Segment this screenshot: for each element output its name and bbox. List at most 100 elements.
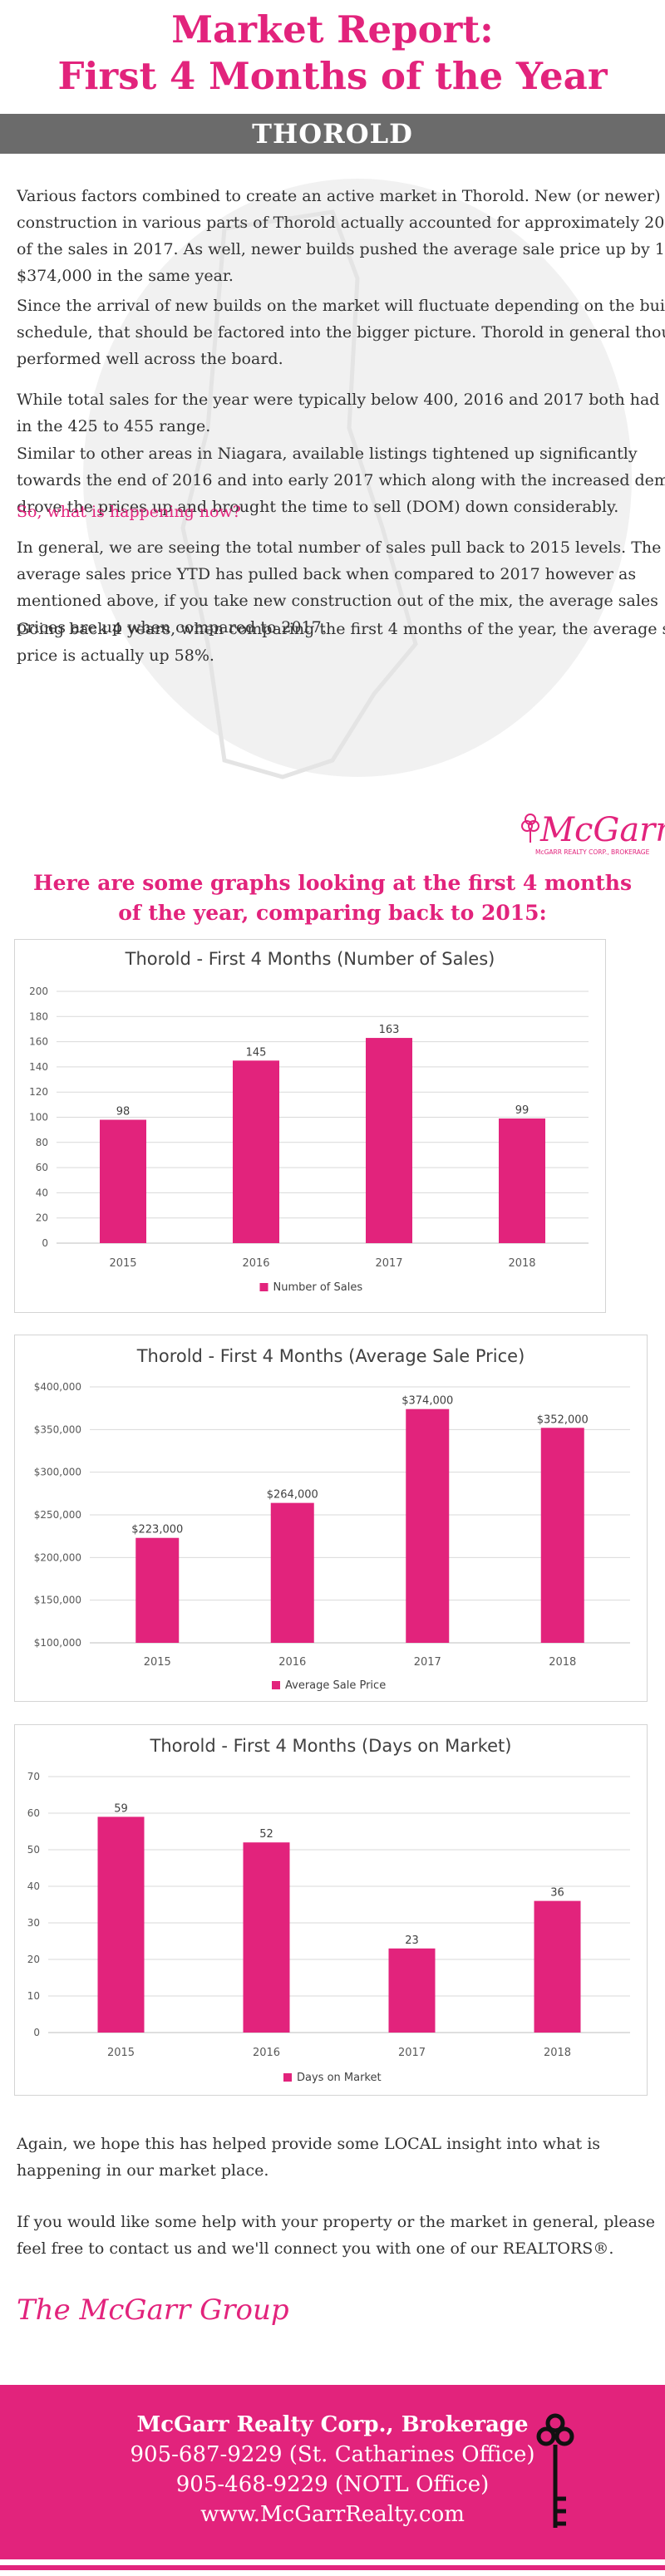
data-label: $374,000: [401, 1395, 453, 1408]
data-label: 99: [515, 1104, 530, 1117]
y-tick-label: 20: [36, 1212, 48, 1224]
article-line: drove the prices up and brought the time…: [17, 498, 619, 516]
y-tick-label: $300,000: [34, 1467, 81, 1478]
x-tick-label: 2018: [544, 2047, 571, 2059]
article-line: average sales price YTD has pulled back …: [17, 565, 637, 583]
data-label: $264,000: [267, 1489, 318, 1502]
graphs-heading-line-2: of the year, comparing back to 2015:: [118, 901, 547, 925]
bar: [100, 1119, 146, 1243]
mcgarr-logo: McGarr McGARR REALTY CORP., BROKERAGE: [521, 811, 665, 856]
article-line: in the 425 to 455 range.: [17, 417, 211, 435]
bar: [233, 1060, 279, 1243]
data-label: $223,000: [131, 1524, 183, 1536]
x-tick-label: 2018: [549, 1656, 576, 1669]
y-tick-label: 50: [27, 1844, 40, 1856]
article-line: While total sales for the year were typi…: [17, 391, 665, 409]
legend-swatch: [272, 1681, 280, 1689]
bar: [135, 1537, 180, 1643]
article-line: Similar to other areas in Niagara, avail…: [17, 445, 638, 463]
y-tick-label: 10: [27, 1990, 40, 2002]
signature: The McGarr Group: [17, 2293, 289, 2327]
legend-label: Number of Sales: [273, 1281, 363, 1294]
article-line: Going back 4 years, when comparing the f…: [17, 620, 665, 638]
bar: [366, 1038, 412, 1243]
article-line: construction in various parts of Thorold…: [17, 214, 665, 232]
y-tick-label: 80: [36, 1137, 48, 1148]
city-banner: THOROLD: [0, 114, 665, 154]
closing-p1-line2: happening in our market place.: [17, 2161, 269, 2180]
y-tick-label: 140: [29, 1061, 48, 1073]
logo-subtext: McGARR REALTY CORP., BROKERAGE: [535, 848, 650, 856]
city-name: THOROLD: [252, 118, 413, 150]
x-tick-label: 2016: [253, 2047, 280, 2059]
closing-p1-line1: Again, we hope this has helped provide s…: [17, 2135, 601, 2153]
y-tick-label: 60: [36, 1162, 48, 1173]
y-tick-label: 0: [33, 2027, 40, 2038]
bar: [97, 1816, 145, 2033]
graphs-heading-line-1: Here are some graphs looking at the firs…: [32, 871, 633, 895]
legend-label: Average Sale Price: [285, 1679, 386, 1692]
title-line-2: First 4 Months of the Year: [57, 54, 608, 98]
legend-label: Days on Market: [297, 2072, 382, 2084]
chart-svg: Thorold - First 4 Months (Number of Sale…: [29, 949, 589, 1294]
graphs-heading: Here are some graphs looking at the firs…: [0, 868, 665, 928]
data-label: 163: [379, 1024, 400, 1036]
logo-wordmark: McGarr: [539, 811, 665, 849]
x-tick-label: 2015: [107, 2047, 135, 2059]
x-tick-label: 2018: [508, 1257, 535, 1270]
mcgarr-logo-emblem: [521, 814, 539, 843]
y-tick-label: $200,000: [34, 1551, 81, 1563]
y-tick-label: 20: [27, 1954, 40, 1965]
bar: [499, 1118, 545, 1243]
bar: [540, 1428, 584, 1643]
y-tick-label: 0: [42, 1237, 48, 1249]
chart-number-of-sales: Thorold - First 4 Months (Number of Sale…: [14, 939, 606, 1313]
article-line: $374,000 in the same year.: [17, 267, 234, 285]
y-tick-label: $400,000: [34, 1381, 81, 1393]
article-line: prices are up when compared to 2017.: [17, 618, 327, 637]
legend-swatch: [283, 2073, 292, 2082]
footer: McGarr Realty Corp., Brokerage 905-687-9…: [0, 2385, 665, 2559]
data-label: 23: [405, 1934, 419, 1947]
bar: [534, 1900, 581, 2033]
data-label: 59: [114, 1802, 128, 1815]
bar: [406, 1408, 450, 1643]
bar: [388, 1948, 436, 2033]
footer-website-link[interactable]: www.McGarrRealty.com: [200, 2502, 465, 2527]
y-tick-label: $150,000: [34, 1595, 81, 1606]
x-tick-label: 2015: [144, 1656, 171, 1669]
y-tick-label: 60: [27, 1807, 40, 1819]
article-line: Various factors combined to create an ac…: [17, 187, 661, 205]
data-label: 36: [550, 1887, 564, 1900]
x-tick-label: 2017: [398, 2047, 426, 2059]
data-label: 52: [259, 1828, 273, 1841]
legend-swatch: [259, 1283, 268, 1291]
footer-phone-st-catharines[interactable]: 905-687-9229 (St. Catharines Office): [130, 2442, 535, 2467]
report-title: Market Report: First 4 Months of the Yea…: [0, 7, 665, 100]
x-tick-label: 2017: [375, 1257, 402, 1270]
x-tick-label: 2016: [242, 1257, 269, 1270]
y-tick-label: $100,000: [34, 1637, 81, 1649]
x-tick-label: 2016: [278, 1656, 306, 1669]
article-line: towards the end of 2016 and into early 2…: [17, 471, 665, 489]
y-tick-label: 40: [27, 1880, 40, 1892]
article-line: In general, we are seeing the total numb…: [17, 538, 662, 557]
chart-title: Thorold - First 4 Months (Average Sale P…: [136, 1346, 525, 1366]
closing-p2-line2: feel free to contact us and we'll connec…: [17, 2239, 614, 2258]
x-tick-label: 2017: [414, 1656, 441, 1669]
article-line: So, what is happening now?: [17, 503, 241, 521]
data-label: 98: [116, 1106, 131, 1118]
x-tick-label: 2015: [109, 1257, 136, 1270]
article-line: of the sales in 2017. As well, newer bui…: [17, 240, 665, 258]
title-line-1: Market Report:: [171, 7, 494, 52]
bottom-stripe: [0, 2565, 665, 2570]
chart-title: Thorold - First 4 Months (Days on Market…: [150, 1736, 512, 1756]
y-tick-label: 70: [27, 1771, 40, 1782]
data-label: $352,000: [537, 1413, 589, 1426]
y-tick-label: 200: [29, 986, 48, 997]
chart-svg: Thorold - First 4 Months (Average Sale P…: [34, 1346, 630, 1692]
key-icon: [536, 2413, 574, 2528]
article-line: mentioned above, if you take new constru…: [17, 592, 658, 610]
y-tick-label: $350,000: [34, 1423, 81, 1435]
footer-phone-notl[interactable]: 905-468-9229 (NOTL Office): [175, 2472, 490, 2497]
